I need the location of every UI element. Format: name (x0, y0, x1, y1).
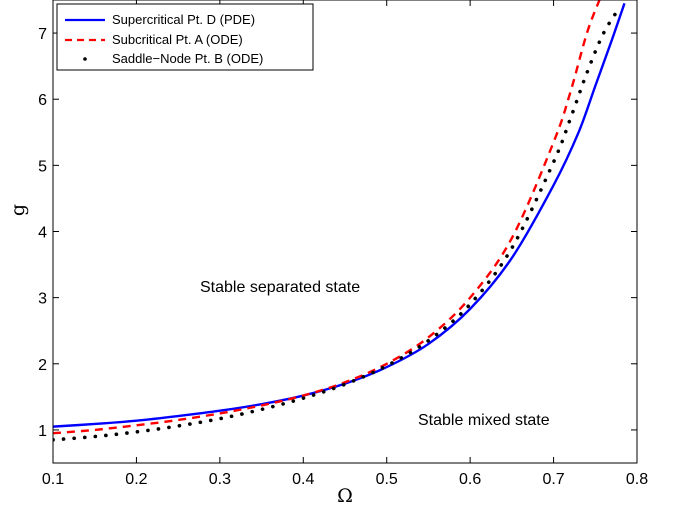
x-axis-label: Ω (337, 485, 353, 506)
legend-label-subcritical: Subcritical Pt. A (ODE) (112, 32, 243, 47)
series-line-supercritical (53, 2, 626, 428)
x-tick-label: 0.1 (42, 471, 64, 488)
y-tick-label: 1 (38, 423, 47, 440)
legend: Supercritical Pt. D (PDE) Subcritical Pt… (56, 3, 314, 71)
ticks-layer: 0.1 0.2 0.3 0.4 0.5 0.6 0.7 0.8 1 2 3 4 5 6 7 (38, 0, 648, 488)
x-tick-label: 0.8 (626, 471, 648, 488)
x-tick-label: 0.6 (459, 471, 481, 488)
legend-swatch-saddle-node (83, 57, 87, 61)
legend-box (56, 3, 314, 71)
annotation-separated: Stable separated state (200, 279, 360, 296)
series-layer (53, 0, 626, 442)
y-tick-label: 7 (38, 26, 47, 43)
x-tick-label: 0.5 (376, 471, 398, 488)
x-tick-label: 0.3 (209, 471, 231, 488)
y-tick-label: 6 (38, 92, 47, 109)
annotation-mixed: Stable mixed state (418, 412, 550, 429)
x-tick-label: 0.7 (542, 471, 564, 488)
y-tick-label: 3 (38, 291, 47, 308)
y-tick-label: 4 (38, 225, 47, 242)
y-axis-label: g (7, 204, 29, 216)
y-tick-label: 2 (38, 357, 47, 374)
y-tick-label: 5 (38, 158, 47, 175)
legend-label-supercritical: Supercritical Pt. D (PDE) (112, 12, 255, 27)
legend-label-saddle-node: Saddle−Node Pt. B (ODE) (112, 51, 263, 66)
x-tick-label: 0.2 (125, 471, 147, 488)
series-line-saddle-node (53, 4, 623, 442)
plot-frame (52, 0, 638, 464)
x-tick-label: 0.4 (292, 471, 314, 488)
